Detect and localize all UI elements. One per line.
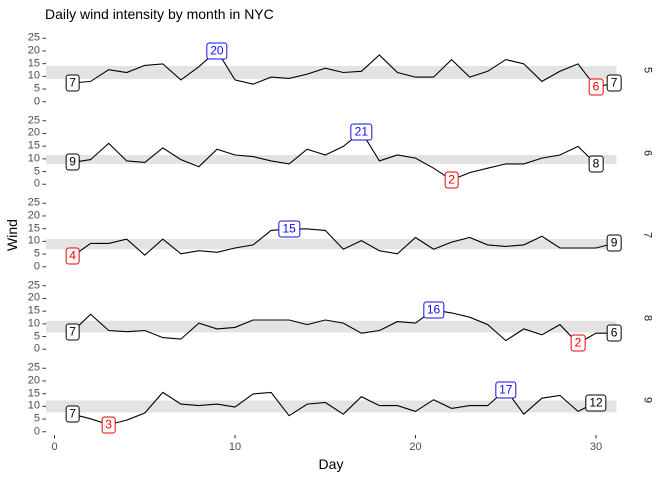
- x-tick-label: 20: [409, 441, 422, 453]
- iqr-band-month-8: [46, 320, 617, 333]
- last-value-label-month-9: 12: [585, 394, 607, 412]
- last-value-label-month-7: 9: [606, 234, 622, 252]
- first-value-label-month-8: 7: [65, 323, 80, 341]
- y-tick-label: 0: [33, 425, 40, 438]
- max-value-label-month-6: 21: [350, 123, 373, 141]
- min-value-label-month-5: 6: [588, 78, 604, 96]
- x-tick-label: 30: [589, 441, 603, 453]
- y-tick-label: 10: [27, 399, 40, 412]
- y-tick-label: 5: [33, 247, 40, 260]
- max-value-label-month-9: 17: [495, 381, 517, 399]
- last-value-label-month-5: 7: [606, 74, 622, 92]
- y-tick-label: 0: [33, 177, 40, 190]
- min-value-label-month-6: 2: [444, 171, 459, 189]
- y-axis-title: Wind: [4, 219, 20, 251]
- y-tick-label: 15: [27, 222, 40, 235]
- plot-title: Daily wind intensity by month in NYC: [45, 6, 274, 22]
- min-value-label-month-7: 4: [65, 247, 80, 265]
- wind-line-month-5: [72, 49, 615, 88]
- iqr-band-month-6: [46, 155, 617, 164]
- facet-strip-label: 7: [641, 231, 654, 239]
- facet-strip-label: 5: [641, 66, 654, 74]
- y-tick-label: 20: [27, 44, 40, 57]
- y-tick-label: 15: [27, 57, 40, 70]
- facet-strip-label: 9: [641, 396, 654, 404]
- y-tick-label: 0: [33, 342, 40, 355]
- y-tick-label: 15: [27, 139, 40, 152]
- y-tick-label: 15: [27, 387, 40, 400]
- y-tick-label: 5: [33, 82, 40, 95]
- y-tick-label: 5: [33, 330, 40, 343]
- min-value-label-month-8: 2: [570, 334, 586, 352]
- y-tick-label: 5: [33, 412, 40, 425]
- y-tick-label: 10: [27, 234, 40, 247]
- y-tick-label: 5: [33, 165, 40, 178]
- first-value-label-month-5: 7: [65, 74, 80, 92]
- y-tick-label: 20: [27, 291, 40, 304]
- y-tick-label: 10: [27, 152, 40, 165]
- y-tick-label: 25: [27, 361, 40, 374]
- last-value-label-month-8: 6: [606, 324, 622, 342]
- x-tick-label: 10: [228, 441, 242, 453]
- max-value-label-month-5: 20: [206, 42, 228, 60]
- last-value-label-month-6: 8: [588, 155, 604, 173]
- y-tick-label: 10: [27, 317, 40, 330]
- first-value-label-month-6: 9: [65, 153, 80, 171]
- max-value-label-month-8: 16: [422, 301, 445, 319]
- first-value-label-month-9: 7: [65, 405, 80, 423]
- y-tick-label: 20: [27, 126, 40, 139]
- facet-strip-label: 6: [641, 149, 654, 156]
- y-tick-label: 0: [33, 260, 40, 273]
- max-value-label-month-7: 15: [278, 220, 300, 238]
- facet-strip-label: 8: [641, 314, 654, 321]
- wind-line-month-6: [72, 130, 597, 181]
- y-tick-label: 15: [27, 304, 40, 317]
- y-tick-label: 25: [27, 114, 40, 127]
- y-tick-label: 25: [27, 279, 40, 292]
- y-tick-label: 20: [27, 374, 40, 387]
- wind-line-month-7: [72, 228, 615, 257]
- iqr-band-month-7: [46, 239, 617, 250]
- x-tick-label: 0: [51, 441, 58, 453]
- x-axis-title: Day: [318, 456, 344, 472]
- wind-line-month-8: [72, 309, 615, 345]
- y-tick-label: 25: [27, 196, 40, 209]
- y-tick-label: 25: [27, 31, 40, 44]
- y-tick-label: 0: [33, 95, 40, 108]
- iqr-band-month-5: [46, 65, 617, 80]
- y-tick-label: 20: [27, 209, 40, 222]
- min-value-label-month-9: 3: [101, 416, 116, 434]
- y-tick-label: 10: [27, 69, 40, 82]
